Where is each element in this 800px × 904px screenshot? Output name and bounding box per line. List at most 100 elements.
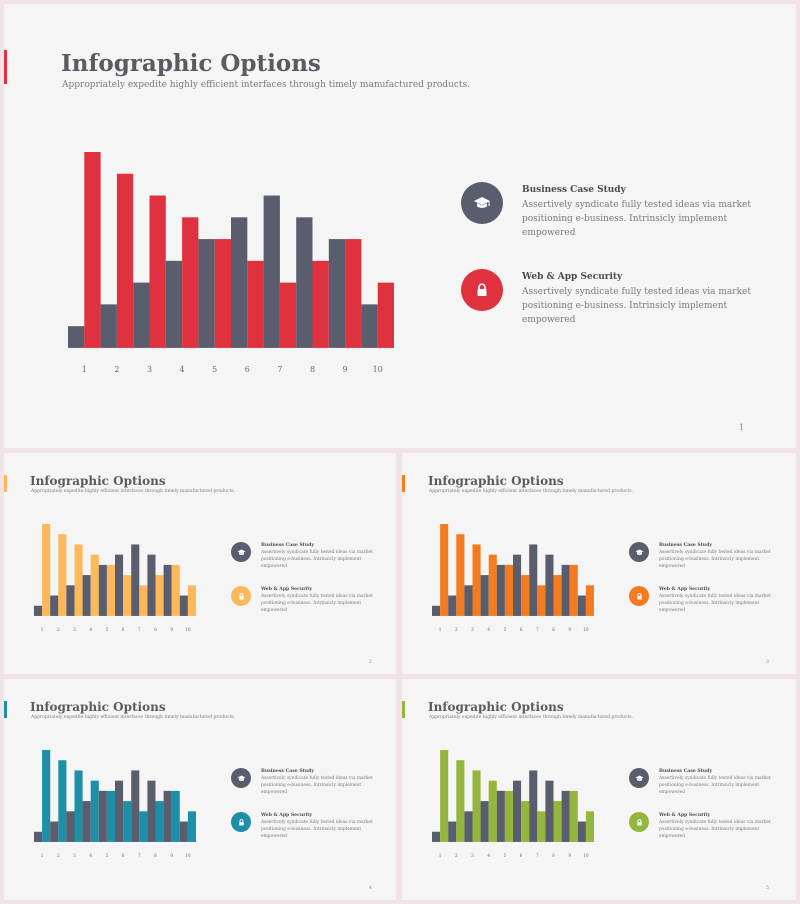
x-tick-label: 2 [114,365,119,374]
lock-icon [238,818,244,825]
lock-icon [238,592,244,599]
bar-series-1-6 [513,554,522,616]
x-tick-label: 9 [568,627,571,632]
bar-series-1-10 [577,821,586,842]
feature-title: Web & App Security [659,813,711,818]
x-tick-label: 5 [106,627,109,632]
bar-series-2-10 [187,585,196,616]
bar-series-2-9 [171,564,180,616]
bar-series-1-5 [496,564,505,616]
bar-series-2-8 [312,260,329,348]
feature-description: Assertively syndicate fully tested ideas… [659,776,771,795]
bar-series-1-2 [448,821,457,842]
bar-chart: 1 2 3 4 5 6 7 8 9 10 [34,750,196,858]
bar-series-2-7 [537,585,546,616]
x-tick-label: 7 [277,365,282,374]
bar-series-2-4 [488,780,497,842]
bar-series-2-7 [537,811,546,842]
feature-title: Business Case Study [659,543,712,548]
slide-3[interactable]: Infographic Options Appropriately expedi… [402,453,796,674]
slide-5[interactable]: Infographic Options Appropriately expedi… [402,679,796,900]
x-tick-label: 3 [471,627,474,632]
x-tick-label: 4 [487,627,490,632]
x-tick-label: 1 [41,853,44,858]
slide-1[interactable]: Infographic Options Appropriately expedi… [4,4,796,448]
bar-series-2-1 [440,524,449,616]
x-tick-label: 4 [89,627,92,632]
x-tick-label: 10 [185,627,191,632]
x-tick-label: 3 [73,627,76,632]
slide-title: Infographic Options [428,474,564,488]
slide-title: Infographic Options [61,50,321,77]
slide-subtitle: Appropriately expedite highly efficient … [31,489,235,494]
bar-series-1-10 [179,821,188,842]
x-tick-label: 8 [154,853,157,858]
accent-bar [402,475,405,492]
feature-icon-circle [461,269,503,311]
page-number: 5 [766,886,769,891]
slide-title: Infographic Options [30,474,166,488]
graduation-cap-icon [237,549,245,555]
bar-series-1-9 [163,790,172,842]
bar-series-1-8 [296,217,313,348]
x-tick-label: 8 [552,627,555,632]
x-tick-label: 6 [245,365,250,374]
bar-series-1-9 [163,564,172,616]
bar-series-1-1 [432,605,441,616]
bar-series-2-8 [155,575,164,616]
feature-description: Assertively syndicate fully tested ideas… [261,594,373,613]
feature-title: Web & App Security [522,272,623,282]
bar-series-1-2 [50,595,59,616]
bar-series-2-10 [187,811,196,842]
bar-series-1-1 [34,831,43,842]
bar-series-2-5 [214,239,231,348]
bar-series-1-7 [131,544,140,616]
bar-series-1-6 [115,554,124,616]
bar-series-1-4 [480,801,489,842]
slide-4[interactable]: Infographic Options Appropriately expedi… [4,679,396,900]
bar-series-1-8 [545,780,554,842]
bar-series-1-4 [82,575,91,616]
x-tick-label: 5 [106,853,109,858]
graduation-cap-icon [237,775,245,781]
bar-series-2-9 [345,239,362,348]
bar-series-2-9 [171,790,180,842]
feature-icon-circle [231,586,251,606]
bar-series-2-2 [116,173,134,348]
x-tick-label: 2 [455,627,458,632]
bar-series-2-2 [58,760,67,842]
slide-subtitle: Appropriately expedite highly efficient … [62,80,470,90]
page-number: 2 [369,660,372,665]
bar-series-1-9 [561,564,570,616]
bar-series-2-9 [569,790,578,842]
feature-title: Business Case Study [522,185,626,195]
accent-bar [4,701,7,718]
bar-series-2-4 [182,217,199,348]
feature-description: Assertively syndicate fully tested ideas… [659,594,771,613]
x-tick-label: 8 [552,853,555,858]
slide-2[interactable]: Infographic Options Appropriately expedi… [4,453,396,674]
bar-series-2-10 [585,585,594,616]
bar-series-2-2 [456,760,465,842]
x-tick-label: 10 [583,627,589,632]
bar-series-1-3 [464,585,473,616]
bar-series-2-6 [123,801,132,842]
feature-title: Business Case Study [261,769,314,774]
bar-series-2-7 [279,282,297,348]
bar-series-1-6 [513,780,522,842]
bar-series-2-3 [149,195,166,348]
bar-series-1-7 [529,770,538,842]
graduation-cap-icon [474,197,490,208]
bar-series-1-2 [448,595,457,616]
bar-series-2-1 [440,750,449,842]
bar-series-2-5 [106,790,115,842]
slide-subtitle: Appropriately expedite highly efficient … [31,715,235,720]
x-tick-label: 1 [439,853,442,858]
lock-icon [636,592,642,599]
bar-series-1-3 [464,811,473,842]
bar-series-1-6 [231,217,248,348]
x-tick-label: 5 [504,853,507,858]
bar-series-1-9 [328,239,346,348]
bar-series-2-5 [504,790,513,842]
x-tick-label: 3 [471,853,474,858]
